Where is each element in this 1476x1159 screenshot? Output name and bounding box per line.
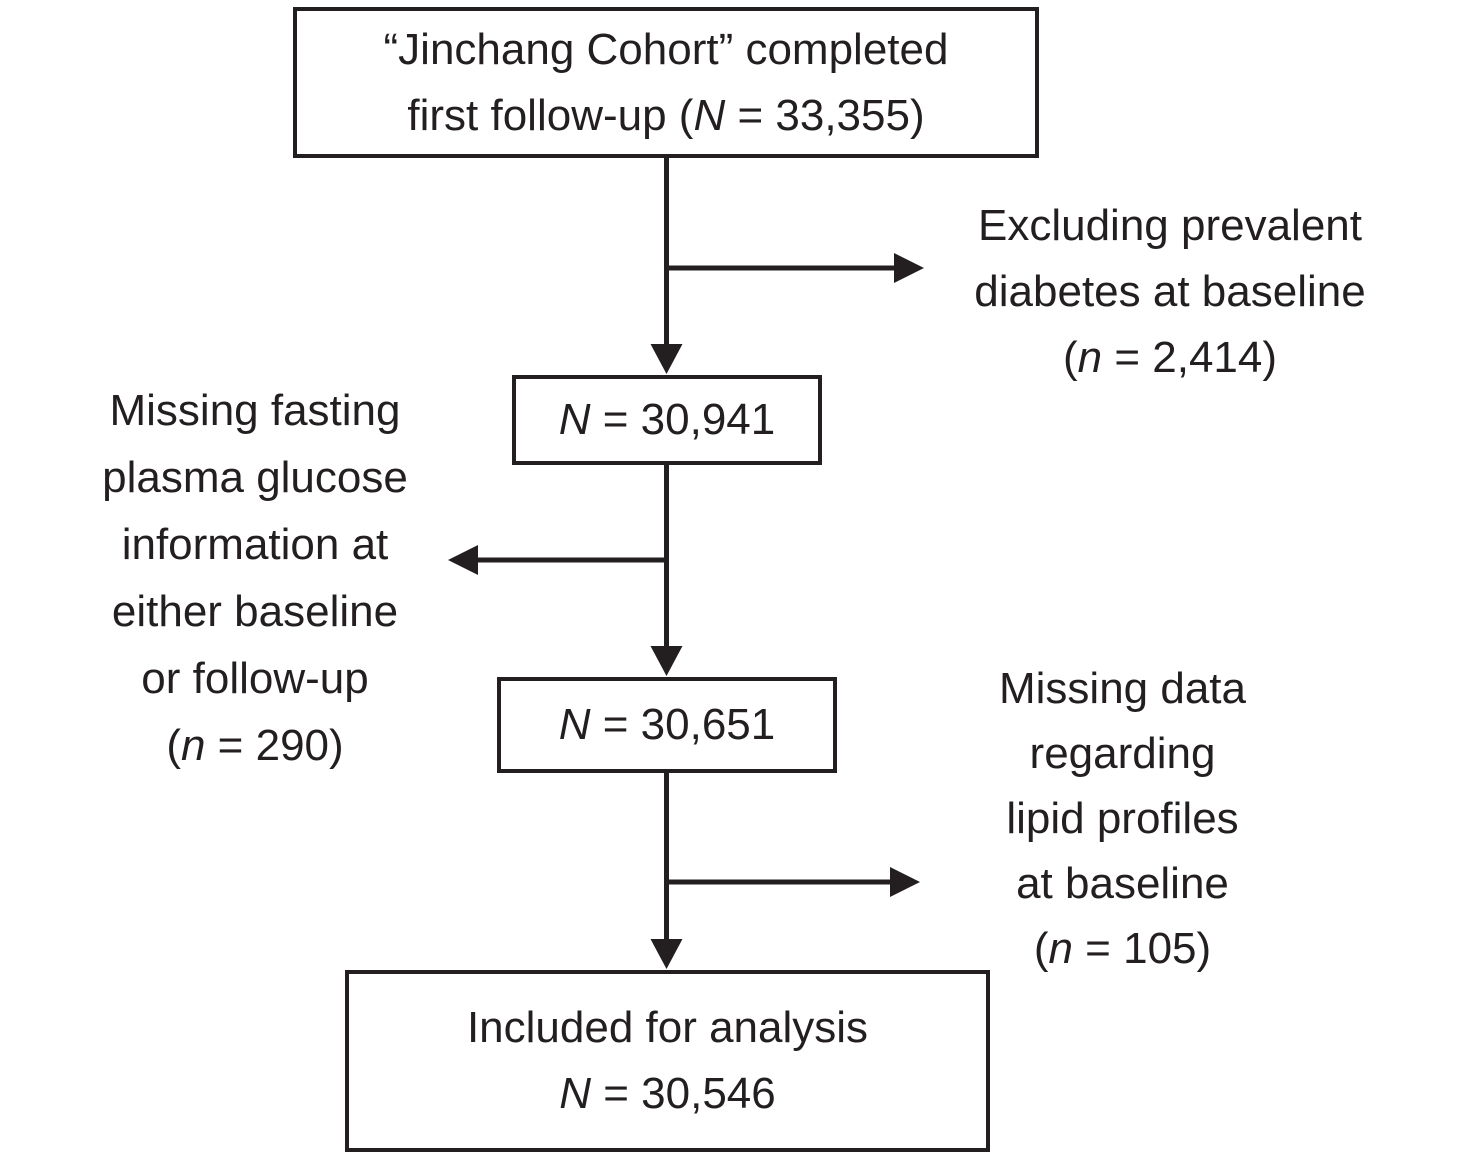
arrow-n30941-to-n30651 [650,465,683,676]
arrow-branch-lipid-exclusion [666,867,920,897]
n30651-value: = 30,651 [590,700,776,749]
exclusion-label-lipid: Missing data regarding lipid profiles at… [935,656,1310,981]
arrow-cohort-to-n30941 [650,158,683,374]
flow-box-after-diabetes-exclusion: N = 30,941 [512,375,822,465]
exclusion-glucose-line2: plasma glucose [102,453,408,502]
exclusion-glucose-line1: Missing fasting [109,386,401,435]
included-line2: N = 30,546 [559,1061,776,1127]
n30651-n-symbol: N [558,700,591,749]
cohort-line1: “Jinchang Cohort” completed [383,24,949,74]
cohort-line2-pre: first follow-up ( [407,90,694,140]
exclusion-lipid-line3: lipid profiles [1006,794,1239,843]
exclusion-glucose-n-symbol: n [180,721,206,770]
exclusion-glucose-line4: either baseline [111,587,399,636]
exclusion-glucose-pre: ( [166,721,181,770]
exclusion-lipid-n-symbol: n [1048,924,1073,973]
exclusion-lipid-line1: Missing data [998,664,1246,713]
cohort-n-symbol: N [693,90,726,140]
flow-box-after-glucose-exclusion: N = 30,651 [497,677,837,773]
exclusion-glucose-line5: or follow-up [141,654,369,703]
exclusion-label-diabetes: Excluding prevalent diabetes at baseline… [925,193,1415,391]
exclusion-lipid-count: (n = 105) [935,916,1310,981]
exclusion-glucose-count: (n = 290) [55,712,455,779]
arrow-branch-glucose-exclusion [448,545,667,575]
arrow-branch-diabetes-exclusion [666,253,924,283]
exclusion-lipid-line4: at baseline [1016,859,1229,908]
flow-box-included-for-analysis: Included for analysis N = 30,546 [345,970,990,1152]
cohort-line2: first follow-up (N = 33,355) [407,83,924,149]
flow-box-cohort: “Jinchang Cohort” completed first follow… [293,7,1039,158]
exclusion-diabetes-pre: ( [1062,333,1078,382]
cohort-line2-post: = 33,355) [725,90,925,140]
included-value: = 30,546 [591,1069,776,1118]
n30941-value: = 30,941 [590,395,776,444]
exclusion-lipid-pre: ( [1033,924,1049,973]
n30651-line: N = 30,651 [559,692,776,758]
included-line1: Included for analysis [466,1003,869,1052]
n30941-line: N = 30,941 [559,387,776,453]
exclusion-lipid-post: = 105) [1072,924,1212,973]
exclusion-diabetes-count: (n = 2,414) [925,325,1415,391]
exclusion-label-glucose: Missing fasting plasma glucose informati… [55,377,455,779]
exclusion-diabetes-post: = 2,414) [1102,333,1278,382]
n30941-n-symbol: N [558,395,591,444]
arrow-n30651-to-included [650,773,683,969]
exclusion-glucose-line3: information at [121,520,389,569]
exclusion-diabetes-line1: Excluding prevalent [977,201,1362,250]
exclusion-diabetes-line2: diabetes at baseline [974,267,1366,316]
included-n-symbol: N [559,1069,592,1118]
exclusion-diabetes-n-symbol: n [1077,333,1103,382]
exclusion-lipid-line2: regarding [1029,729,1216,778]
exclusion-glucose-post: = 290) [205,721,344,770]
